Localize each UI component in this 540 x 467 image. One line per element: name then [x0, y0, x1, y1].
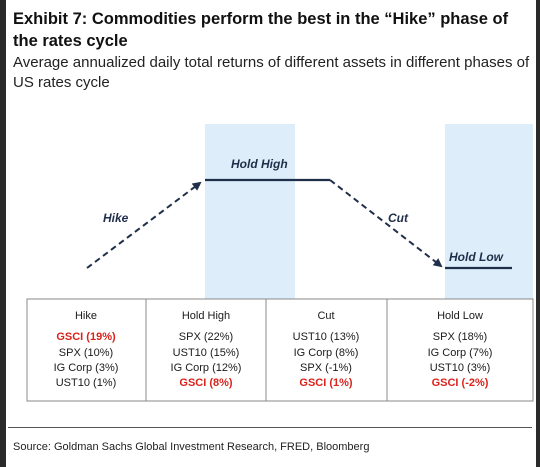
table-cell: UST10 (15%) — [173, 347, 240, 359]
table-cell: IG Corp (3%) — [54, 362, 119, 374]
table-cell: GSCI (19%) — [56, 331, 116, 343]
hike-arrow — [86, 181, 202, 269]
hold-low-label: Hold Low — [449, 250, 504, 264]
hike-label: Hike — [103, 211, 129, 225]
column-header-hold-high: Hold High — [182, 310, 230, 322]
exhibit-title: Exhibit 7: Commodities perform the best … — [13, 10, 509, 50]
table-cell: IG Corp (12%) — [171, 362, 242, 374]
table-cell: SPX (-1%) — [300, 362, 352, 374]
column-header-hold-low: Hold Low — [437, 310, 483, 322]
left-border — [0, 0, 6, 467]
right-border — [536, 0, 540, 467]
column-header-hike: Hike — [75, 310, 97, 322]
table-cell: UST10 (1%) — [56, 377, 117, 389]
cut-arrow — [329, 179, 443, 268]
returns-table: Hike GSCI (19%) SPX (10%) IG Corp (3%) U… — [26, 298, 534, 402]
table-cell: GSCI (1%) — [299, 377, 353, 389]
table-cell: IG Corp (7%) — [428, 347, 493, 359]
exhibit-subtitle: Average annualized daily total returns o… — [13, 54, 530, 91]
column-header-cut: Cut — [317, 310, 334, 322]
table-cell: SPX (22%) — [179, 331, 233, 343]
table-cell: SPX (18%) — [433, 331, 487, 343]
table-cell: SPX (10%) — [59, 347, 113, 359]
table-cell: UST10 (3%) — [430, 362, 491, 374]
table-cell: IG Corp (8%) — [294, 347, 359, 359]
table-border — [26, 298, 534, 402]
table-cell: GSCI (8%) — [179, 377, 233, 389]
source-divider — [8, 427, 532, 428]
cut-label: Cut — [388, 211, 409, 225]
source-note: Source: Goldman Sachs Global Investment … — [13, 441, 370, 453]
hold-low-shade — [445, 124, 533, 299]
hold-high-shade — [205, 124, 295, 299]
table-cell: UST10 (13%) — [293, 331, 360, 343]
table-cell: GSCI (-2%) — [432, 377, 489, 389]
hold-high-label: Hold High — [231, 157, 288, 171]
